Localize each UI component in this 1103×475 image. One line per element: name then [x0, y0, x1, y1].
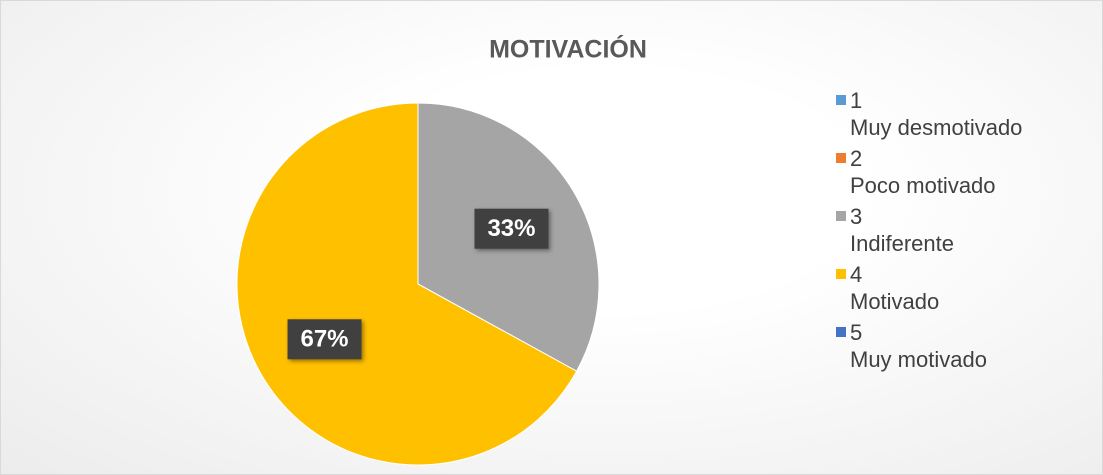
legend-swatch: [836, 153, 846, 163]
chart-title: MOTIVACIÓN: [489, 34, 647, 64]
legend-label: 3 Indiferente: [850, 204, 954, 256]
legend-label: 2 Poco motivado: [850, 146, 996, 198]
legend-entry: 5 Muy motivado: [836, 319, 1022, 377]
data-label: 67%: [300, 326, 348, 353]
legend-label: 1 Muy desmotivado: [850, 88, 1023, 140]
legend-label: 5 Muy motivado: [850, 320, 987, 372]
legend-swatch: [836, 269, 846, 279]
legend-swatch: [836, 95, 846, 105]
legend-entry: 4 Motivado: [836, 261, 1022, 319]
legend-entry: 3 Indiferente: [836, 203, 1022, 261]
data-label-box: [287, 319, 362, 360]
legend-entry: 1 Muy desmotivado: [836, 87, 1022, 145]
legend-label: 4 Motivado: [850, 262, 940, 314]
pie-slice: [236, 102, 578, 466]
legend-swatch: [836, 327, 846, 337]
data-label: 33%: [487, 215, 535, 242]
legend-entry: 2 Poco motivado: [836, 145, 1022, 203]
legend-swatch: [836, 211, 846, 221]
legend: 1 Muy desmotivado 2 Poco motivado 3 Indife…: [836, 87, 1022, 377]
data-label-box: [474, 208, 549, 249]
